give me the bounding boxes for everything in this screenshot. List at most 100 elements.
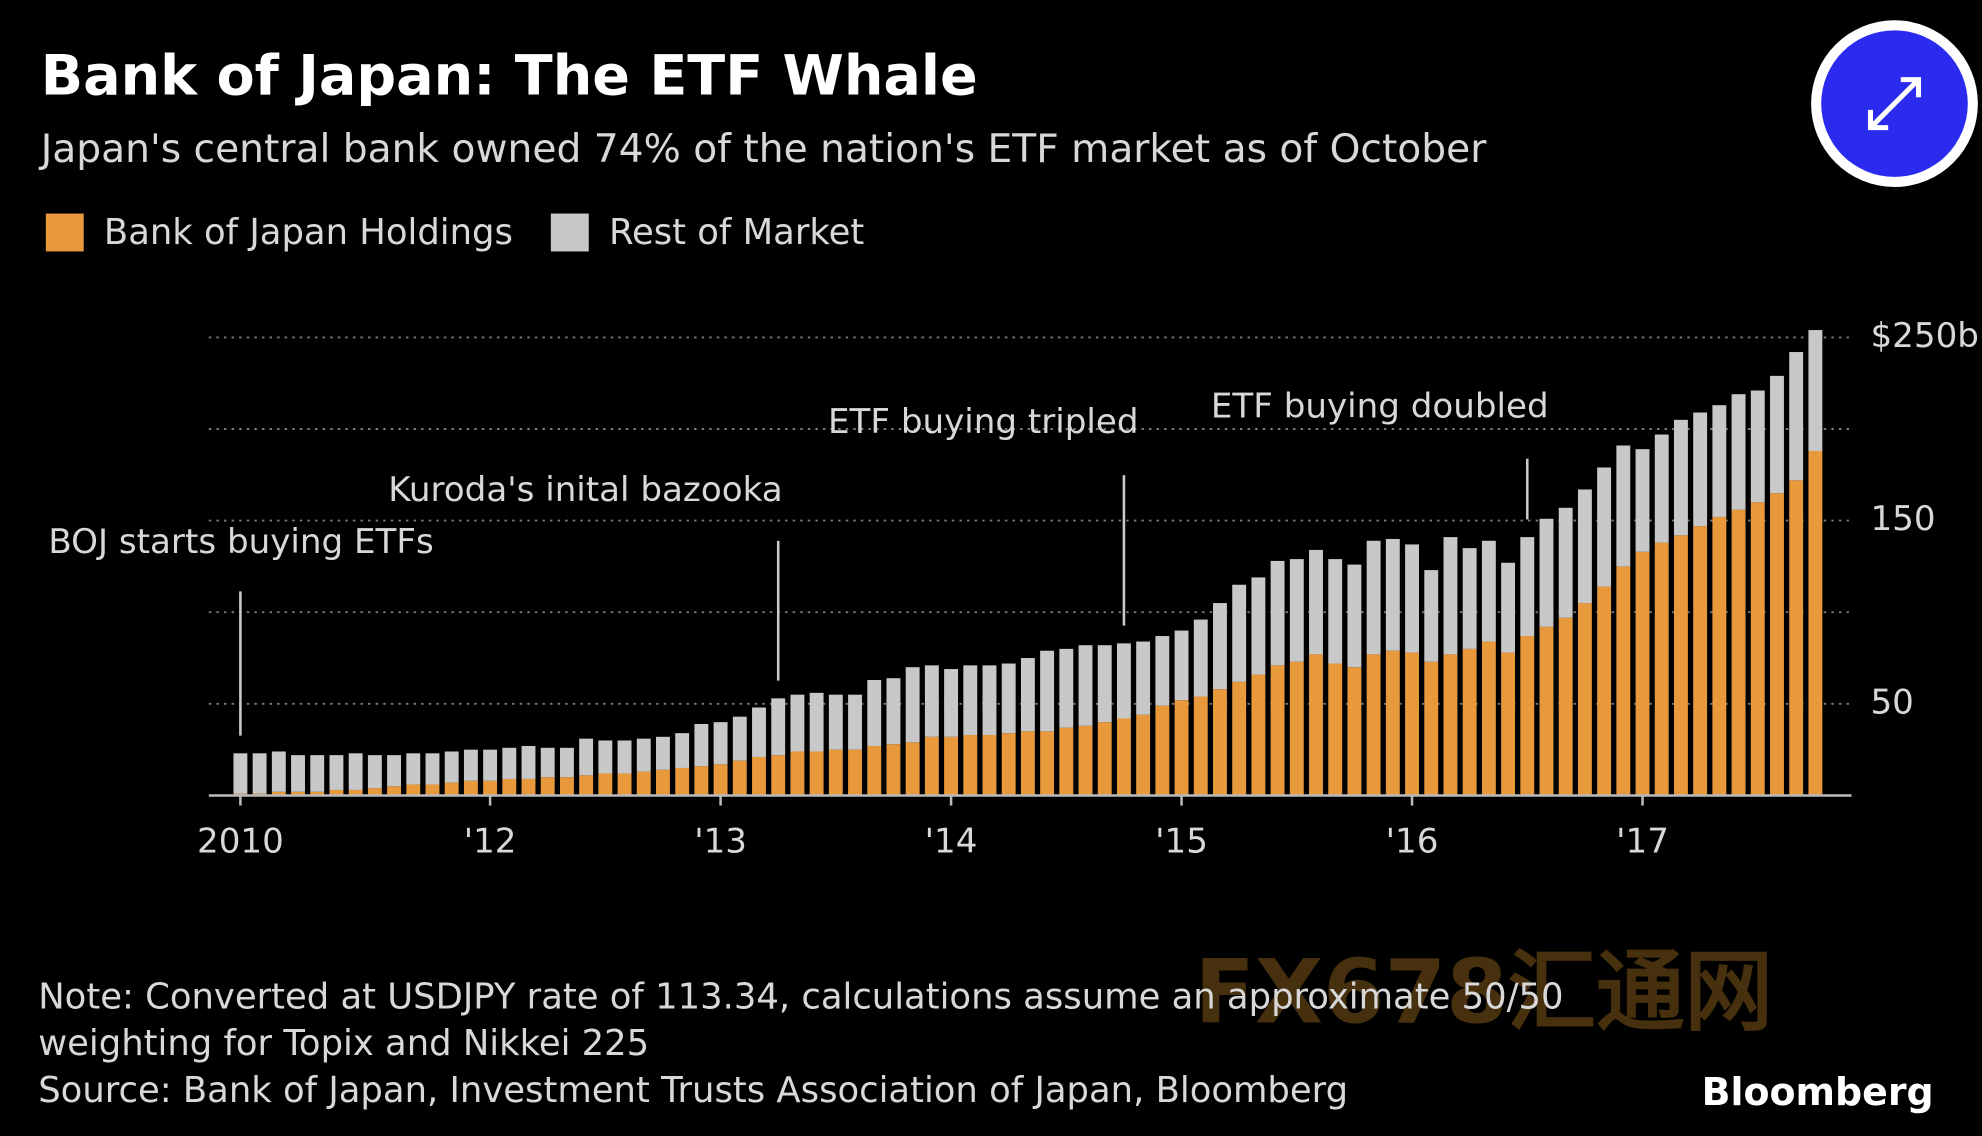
x-tick-label: '12 xyxy=(464,821,517,861)
bar-segment xyxy=(1673,535,1688,796)
bar-segment xyxy=(1462,548,1477,649)
bar-segment xyxy=(694,766,709,796)
x-tick-label: '13 xyxy=(694,821,747,861)
bar-segment xyxy=(1309,549,1323,655)
bar-segment xyxy=(656,769,670,796)
bar-segment xyxy=(310,755,325,792)
bar-segment xyxy=(1155,705,1170,796)
bar-segment xyxy=(1770,375,1784,494)
bar-segment xyxy=(252,753,267,794)
bar-segment xyxy=(656,736,670,770)
bar-segment xyxy=(752,756,766,796)
bar-segment xyxy=(617,740,632,774)
bar-segment xyxy=(1635,449,1650,552)
watermark: FX678汇通网 xyxy=(1194,941,1773,1044)
bar-segment xyxy=(521,745,536,779)
bar-segment xyxy=(1385,538,1400,651)
legend-swatch xyxy=(550,213,589,252)
bar-segment xyxy=(1020,658,1035,732)
bar-segment xyxy=(924,665,939,737)
bar-segment xyxy=(1001,663,1016,734)
bar-segment xyxy=(1309,654,1323,796)
bar-segment xyxy=(1328,559,1343,664)
bar-segment xyxy=(1750,502,1765,796)
x-tick-label: '17 xyxy=(1616,821,1669,861)
bar-segment xyxy=(1001,733,1016,796)
note-line: weighting for Topix and Nikkei 225 xyxy=(38,1023,649,1064)
bar-segment xyxy=(1520,537,1535,637)
bar-segment xyxy=(1654,542,1669,796)
legend-swatch xyxy=(45,213,84,252)
bar-segment xyxy=(1270,560,1285,666)
bar-segment xyxy=(1193,619,1208,697)
bar-segment xyxy=(291,791,305,796)
bar-segment xyxy=(540,747,555,778)
bar-segment xyxy=(329,789,344,796)
bar-segment xyxy=(521,778,536,796)
bar-segment xyxy=(1251,577,1266,675)
bar-segment xyxy=(1539,626,1554,796)
bar-segment xyxy=(348,789,363,796)
bar-segment xyxy=(1097,645,1112,723)
chart-title: Bank of Japan: The ETF Whale xyxy=(41,44,978,109)
bar-segment xyxy=(771,698,786,756)
bar-segment xyxy=(1116,643,1131,719)
bar-segment xyxy=(944,736,959,796)
bar-segment xyxy=(1558,507,1573,618)
bar-segment xyxy=(1462,648,1477,796)
bar-segment xyxy=(1808,330,1823,451)
annotation: ETF buying tripled xyxy=(828,402,1139,442)
bar-segment xyxy=(828,749,843,796)
bar-segment xyxy=(1059,648,1074,728)
bar-segment xyxy=(598,740,613,774)
bar-segment xyxy=(713,764,728,796)
bar-segment xyxy=(924,736,939,796)
x-tick-label: '16 xyxy=(1386,821,1439,861)
bar-segment xyxy=(1155,636,1170,706)
bar-segment xyxy=(1424,570,1439,662)
bar-segment xyxy=(886,744,901,796)
bar-segment xyxy=(1501,652,1516,796)
bar-segment xyxy=(1770,493,1784,796)
bar-segment xyxy=(1078,645,1093,726)
bar-segment xyxy=(579,775,594,796)
bar-segment xyxy=(1424,661,1439,796)
annotation: Kuroda's inital bazooka xyxy=(388,470,782,510)
y-tick-label: 150 xyxy=(1870,499,1935,539)
bar-segment xyxy=(310,791,325,796)
bar-segment xyxy=(1577,489,1592,604)
bar-segment xyxy=(502,747,517,779)
bar-segment xyxy=(1481,641,1496,796)
bar-segment xyxy=(1616,445,1631,567)
bar-segment xyxy=(483,749,498,781)
bar-segment xyxy=(1097,722,1112,796)
legend-label: Bank of Japan Holdings xyxy=(104,212,513,253)
annotation: BOJ starts buying ETFs xyxy=(48,522,433,562)
bar-segment xyxy=(1116,718,1131,796)
bar-segment xyxy=(1789,480,1804,796)
y-tick-label: $250b xyxy=(1870,316,1978,356)
y-tick-label: 50 xyxy=(1870,682,1913,722)
bar-segment xyxy=(406,753,421,785)
bar-segment xyxy=(1078,725,1093,796)
bar-segment xyxy=(1501,562,1516,653)
bar-segment xyxy=(848,694,862,750)
bar-segment xyxy=(387,786,402,796)
bar-segment xyxy=(1693,412,1708,527)
bar-segment xyxy=(1405,652,1419,796)
expand-button[interactable] xyxy=(1811,20,1978,188)
bar-segment xyxy=(425,784,440,796)
bar-segment xyxy=(1251,674,1266,796)
bar-segment xyxy=(367,788,382,796)
bar-segment xyxy=(1539,518,1554,627)
brand: Bloomberg xyxy=(1702,1070,1934,1114)
bar-segment xyxy=(867,745,882,796)
bar-segment xyxy=(617,773,632,796)
bar-segment xyxy=(271,751,286,792)
bar-segment xyxy=(1040,731,1055,796)
bar-segment xyxy=(1789,352,1804,481)
bar-segment xyxy=(694,723,709,767)
bar-segment xyxy=(444,751,459,783)
